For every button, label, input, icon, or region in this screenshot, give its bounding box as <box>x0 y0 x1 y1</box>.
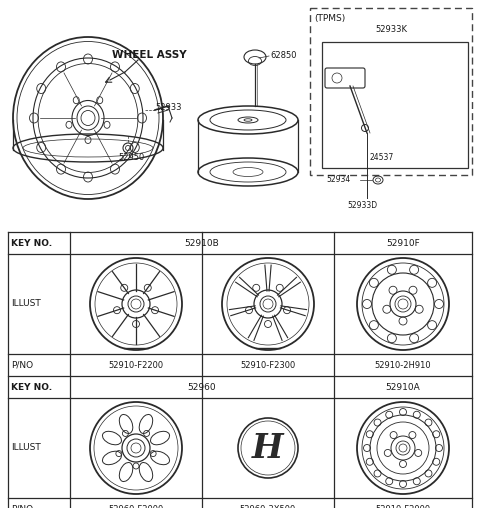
Text: ILLUST: ILLUST <box>11 300 41 308</box>
Text: 52910A: 52910A <box>385 383 420 392</box>
Text: 52910F: 52910F <box>386 238 420 247</box>
Text: H: H <box>252 431 284 464</box>
Text: 52933: 52933 <box>155 103 181 111</box>
Text: ILLUST: ILLUST <box>11 443 41 453</box>
Bar <box>310 8 472 175</box>
Text: 52910B: 52910B <box>185 238 219 247</box>
Text: 52933D: 52933D <box>347 202 377 210</box>
Text: 62850: 62850 <box>270 50 297 59</box>
Text: P/NO: P/NO <box>11 504 33 508</box>
Text: 52960-F2000: 52960-F2000 <box>108 504 164 508</box>
Text: 52933K: 52933K <box>375 25 407 35</box>
Text: 52910-2H910: 52910-2H910 <box>375 361 432 369</box>
Text: 52960-3X500: 52960-3X500 <box>240 504 296 508</box>
Text: WHEEL ASSY: WHEEL ASSY <box>112 50 187 60</box>
Text: 52950: 52950 <box>118 153 144 163</box>
Text: 52910-F2300: 52910-F2300 <box>240 361 296 369</box>
Text: 52934: 52934 <box>326 175 350 184</box>
Text: 24537: 24537 <box>370 153 394 163</box>
Text: 52910-F2000: 52910-F2000 <box>375 504 431 508</box>
Text: 52960: 52960 <box>188 383 216 392</box>
Text: 52910-F2200: 52910-F2200 <box>108 361 164 369</box>
Text: P/NO: P/NO <box>11 361 33 369</box>
Bar <box>322 42 468 168</box>
Text: KEY NO.: KEY NO. <box>11 383 52 392</box>
Text: (TPMS): (TPMS) <box>314 14 345 22</box>
Text: KEY NO.: KEY NO. <box>11 238 52 247</box>
